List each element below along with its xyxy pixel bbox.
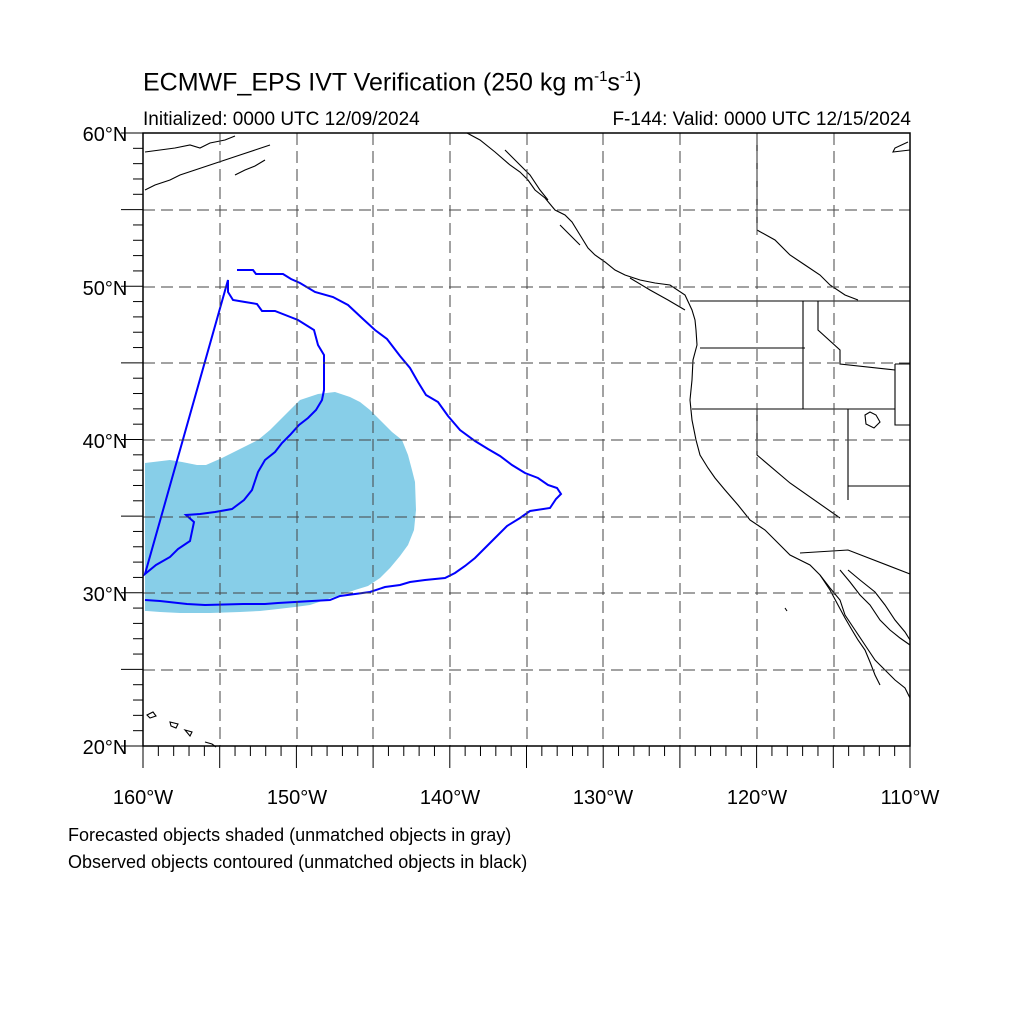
axis-ticks xyxy=(121,132,911,768)
lat-label: 40°N xyxy=(83,431,128,453)
valid-time: F-144: Valid: 0000 UTC 12/15/2024 xyxy=(612,109,911,130)
lon-label: 130°W xyxy=(573,787,633,809)
forecast-object xyxy=(145,392,416,613)
lon-label: 160°W xyxy=(113,787,173,809)
lat-label: 60°N xyxy=(83,124,128,146)
lon-label: 120°W xyxy=(727,787,787,809)
lat-label: 50°N xyxy=(83,278,128,300)
lat-label: 30°N xyxy=(83,584,128,606)
coastlines xyxy=(144,132,911,748)
gridlines xyxy=(143,133,910,746)
lon-label: 140°W xyxy=(420,787,480,809)
lat-label: 20°N xyxy=(83,737,128,759)
map-title: ECMWF_EPS IVT Verification (250 kg m-1s-… xyxy=(143,68,642,97)
observed-object xyxy=(143,269,563,607)
initialized-time: Initialized: 0000 UTC 12/09/2024 xyxy=(143,109,420,130)
lon-label: 150°W xyxy=(267,787,327,809)
lat-labels: 20°N 30°N 40°N 50°N 60°N xyxy=(83,124,128,759)
lon-label: 110°W xyxy=(881,787,940,809)
lon-labels: 160°W 150°W 140°W 130°W 120°W 110°W xyxy=(113,787,940,809)
forecast-legend-note: Forecasted objects shaded (unmatched obj… xyxy=(68,825,512,845)
observed-legend-note: Observed objects contoured (unmatched ob… xyxy=(68,852,528,872)
